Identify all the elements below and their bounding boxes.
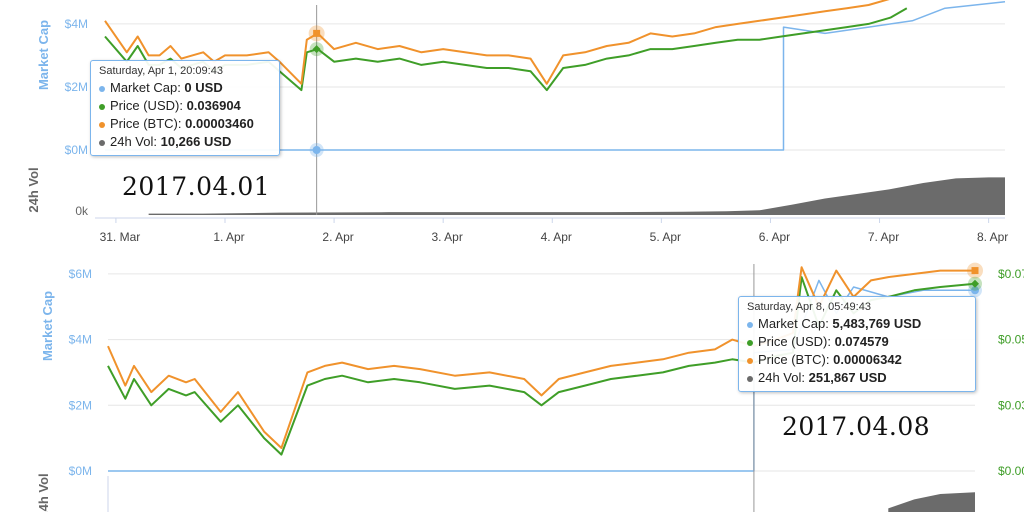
y-tick-label: $6M [69,267,92,281]
volume-axis-title: 24h Vol [26,167,41,212]
x-tick-label: 6. Apr [759,230,790,244]
y-tick-label: $2M [65,80,88,94]
y-tick-label: $0M [65,143,88,157]
price-usd-dot-icon [99,103,105,110]
y-axis-title: Market Cap [40,291,55,361]
tooltip-top: Saturday, Apr 1, 20:09:43 Market Cap: 0 … [90,60,280,156]
series-line-market-cap [105,1,1006,151]
tooltip-row-market-cap: Market Cap: 5,483,769 USD [747,315,967,333]
tooltip-row-price-usd: Price (USD): 0.036904 [99,97,271,115]
tooltip-header: Saturday, Apr 8, 05:49:43 [747,301,871,313]
right-y-tick-label: $0.03 [998,398,1024,412]
tooltip-label: Price (USD): [758,334,835,349]
tooltip-value: 0.074579 [834,334,889,349]
x-tick-label: 4. Apr [541,230,572,244]
price-usd-marker [312,45,321,54]
x-tick-label: 2. Apr [322,230,353,244]
chart-panel-bottom: $6M $4M $2M $0M $0.07 $0.05 $0.03 $0.00 Market C… [0,256,1024,512]
volume-dot-icon [747,375,753,382]
tooltip-header: Saturday, Apr 1, 20:09:43 [99,65,223,77]
volume-area [888,492,975,512]
right-y-tick-label: $0.00 [998,464,1024,478]
price-btc-dot-icon [747,357,753,364]
price-btc-marker [313,29,321,37]
volume-tick-label: 0k [75,204,89,218]
x-tick-label: 5. Apr [650,230,681,244]
chart-svg-bottom: $6M $4M $2M $0M $0.07 $0.05 $0.03 $0.00 Market C… [36,262,1024,512]
tooltip-row-price-btc: Price (BTC): 0.00006342 [747,351,967,369]
y-tick-label: $2M [69,398,92,412]
y-tick-label: $4M [69,333,92,347]
y-tick-label: $4M [65,17,88,31]
x-tick-label: 8. Apr [977,230,1008,244]
market-cap-marker [971,286,979,295]
market-cap-marker [312,146,321,154]
price-usd-marker [971,279,979,288]
x-tick-label: 3. Apr [432,230,463,244]
tooltip-row-market-cap: Market Cap: 0 USD [99,79,271,97]
tooltip-bottom: Saturday, Apr 8, 05:49:43 Market Cap: 5,… [738,296,976,392]
price-btc-marker [971,267,979,275]
tooltip-label: 24h Vol: [110,134,161,149]
y-axis-title: Market Cap [36,20,51,90]
tooltip-value: 0 USD [184,80,223,95]
series-line-price-btc [104,0,890,85]
chart-panel-top: $4M $2M $0M Market Cap 24h Vol 0k 31. Mar 1. Ap… [0,0,1024,250]
tooltip-value: 5,483,769 USD [832,316,922,331]
right-y-tick-label: $0.05 [998,333,1024,347]
x-tick-label: 7. Apr [868,230,899,244]
tooltip-label: Price (BTC): [110,116,186,131]
date-annotation-bottom: 2017.04.08 [782,412,931,441]
chart-svg-top: $4M $2M $0M Market Cap 24h Vol 0k 31. Mar 1. Ap… [26,0,1008,244]
tooltip-value: 0.00006342 [833,352,902,367]
tooltip-label: 24h Vol: [758,370,809,385]
market-cap-dot-icon [747,321,753,328]
tooltip-row-price-usd: Price (USD): 0.074579 [747,333,967,351]
right-y-tick-label: $0.07 [998,267,1024,281]
tooltip-row-volume: 24h Vol: 251,867 USD [747,369,967,387]
tooltip-label: Price (USD): [110,98,187,113]
series-line-price-btc [107,266,975,449]
x-tick-label: 31. Mar [100,230,141,244]
tooltip-label: Market Cap: [758,316,833,331]
tooltip-label: Price (BTC): [758,352,834,367]
x-tick-label: 1. Apr [213,230,244,244]
market-cap-dot-icon [99,85,105,92]
price-usd-dot-icon [747,339,753,346]
price-btc-dot-icon [99,121,105,128]
y-tick-label: $0M [69,464,92,478]
volume-axis-title: 24h Vol [36,473,51,512]
tooltip-value: 0.00003460 [185,116,254,131]
tooltip-value: 10,266 USD [160,134,232,149]
tooltip-value: 251,867 USD [808,370,887,385]
volume-area [148,177,1006,215]
date-annotation-top: 2017.04.01 [122,172,271,201]
tooltip-row-volume: 24h Vol: 10,266 USD [99,133,271,151]
tooltip-label: Market Cap: [110,80,185,95]
tooltip-value: 0.036904 [186,98,241,113]
tooltip-row-price-btc: Price (BTC): 0.00003460 [99,115,271,133]
volume-dot-icon [99,139,105,146]
